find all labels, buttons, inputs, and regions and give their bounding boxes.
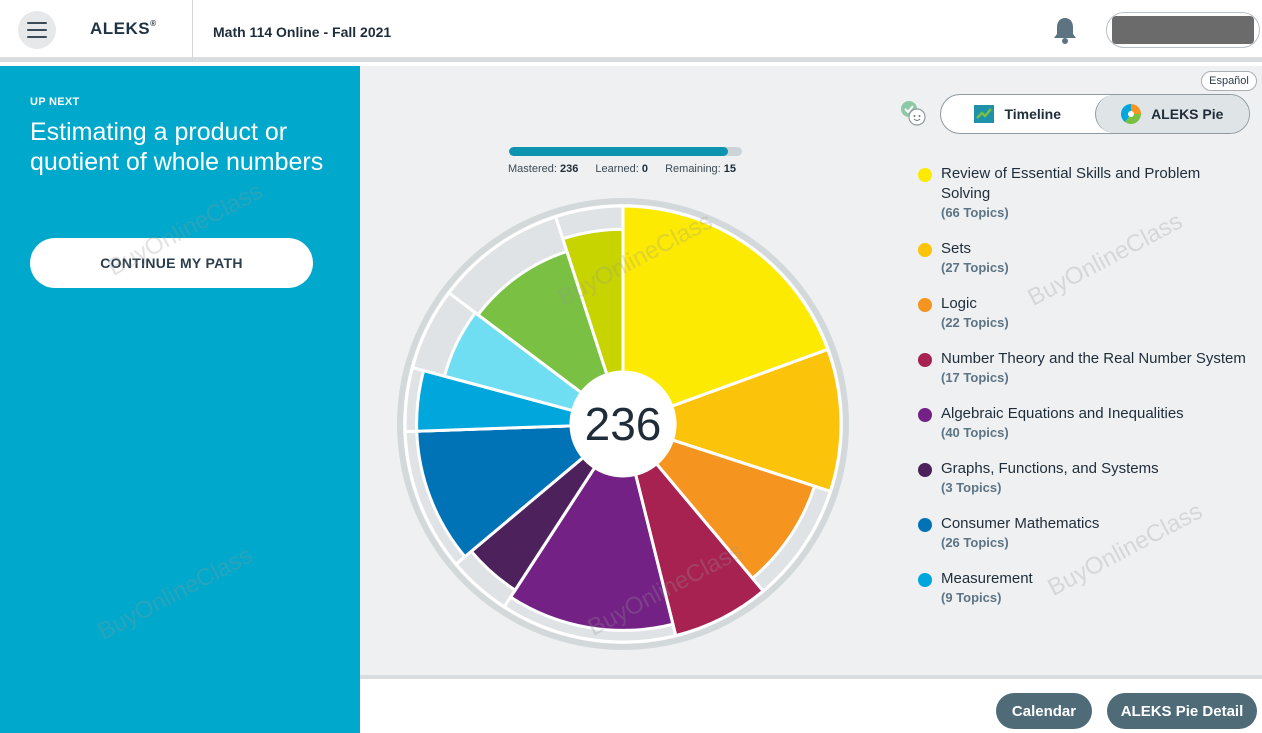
remaining-count: 15 xyxy=(723,163,737,175)
aleks-pie-detail-button[interactable]: ALEKS Pie Detail xyxy=(1107,693,1257,729)
legend-topic-name: Measurement xyxy=(941,570,1033,587)
legend-color-dot xyxy=(918,573,932,587)
up-next-panel: UP NEXT Estimating a product or quotient… xyxy=(0,66,360,733)
learned-count: 0 xyxy=(641,163,649,175)
pie-legend: Review of Essential Skills and Problem S… xyxy=(916,164,1246,674)
pie-center-value: 236 xyxy=(585,398,662,450)
legend-color-dot xyxy=(918,353,932,367)
legend-item[interactable]: Review of Essential Skills and Problem S… xyxy=(916,164,1246,220)
legend-topic-name: Algebraic Equations and Inequalities xyxy=(941,405,1184,422)
header-divider xyxy=(192,0,193,62)
legend-color-dot xyxy=(918,408,932,422)
legend-color-dot xyxy=(918,298,932,312)
mastery-check-icon xyxy=(901,101,926,126)
legend-topic-count: (27 Topics) xyxy=(941,260,1009,275)
aleks-pie-chart: 236 xyxy=(383,184,863,664)
legend-topic-name: Review of Essential Skills and Problem S… xyxy=(941,165,1201,202)
hamburger-menu-icon[interactable] xyxy=(18,11,56,49)
espanol-language-button[interactable]: Español xyxy=(1201,71,1257,91)
course-title: Math 114 Online - Fall 2021 xyxy=(213,24,392,40)
legend-topic-name: Logic xyxy=(941,295,977,312)
remaining-label: Remaining: xyxy=(665,163,721,175)
pie-chart-icon xyxy=(1121,104,1142,124)
legend-topic-count: (17 Topics) xyxy=(941,370,1009,385)
legend-topic-name: Graphs, Functions, and Systems xyxy=(941,460,1159,477)
legend-color-dot xyxy=(918,518,932,532)
aleks-logo[interactable]: ALEKS® xyxy=(90,19,157,38)
legend-item[interactable]: Consumer Mathematics (26 Topics) xyxy=(916,514,1246,550)
pie-center xyxy=(571,372,675,476)
aleks-pie-label: ALEKS Pie xyxy=(1151,106,1224,122)
legend-color-dot xyxy=(918,463,932,477)
redacted-username xyxy=(1112,16,1254,44)
top-bar: ALEKS® Math 114 Online - Fall 2021 xyxy=(0,0,1262,62)
legend-color-dot xyxy=(918,243,932,257)
tab-aleks-pie[interactable]: ALEKS Pie xyxy=(1094,95,1249,133)
legend-color-dot xyxy=(918,168,932,182)
progress-bar xyxy=(509,147,742,156)
legend-topic-name: Number Theory and the Real Number System xyxy=(941,350,1246,367)
legend-topic-name: Sets xyxy=(941,240,972,257)
legend-item[interactable]: Number Theory and the Real Number System… xyxy=(916,349,1246,385)
legend-topic-count: (26 Topics) xyxy=(941,535,1009,550)
legend-item[interactable]: Logic (22 Topics) xyxy=(916,294,1246,330)
pie-slice[interactable] xyxy=(669,347,843,494)
timeline-label: Timeline xyxy=(1004,106,1062,122)
learned-label: Learned: xyxy=(595,163,639,175)
next-topic-title: Estimating a product or quotient of whol… xyxy=(30,118,324,176)
mastered-count: 236 xyxy=(559,163,579,175)
bell-icon[interactable] xyxy=(1052,16,1078,44)
up-next-label: UP NEXT xyxy=(30,96,80,108)
legend-topic-count: (3 Topics) xyxy=(941,480,1002,495)
legend-item[interactable]: Measurement (9 Topics) xyxy=(916,569,1246,605)
progress-bar-fill xyxy=(509,147,729,156)
legend-topic-name: Consumer Mathematics xyxy=(941,515,1100,532)
mastered-label: Mastered: xyxy=(508,163,557,175)
tab-timeline[interactable]: Timeline xyxy=(941,95,1095,133)
view-toggle: Timeline ALEKS Pie xyxy=(940,94,1250,134)
line-chart-icon xyxy=(974,105,995,123)
user-account-button[interactable] xyxy=(1106,12,1260,48)
legend-item[interactable]: Sets (27 Topics) xyxy=(916,239,1246,275)
main-content: Español Mastered: 236 Learned: 0 Remaini… xyxy=(103,66,1262,675)
legend-topic-count: (9 Topics) xyxy=(941,590,1002,605)
calendar-button[interactable]: Calendar xyxy=(996,693,1092,729)
legend-item[interactable]: Algebraic Equations and Inequalities (40 … xyxy=(916,404,1246,440)
continue-my-path-button[interactable]: CONTINUE MY PATH xyxy=(30,238,313,288)
legend-item[interactable]: Graphs, Functions, and Systems (3 Topics) xyxy=(916,459,1246,495)
pie-svg: 236 xyxy=(397,198,849,650)
legend-topic-count: (22 Topics) xyxy=(941,315,1009,330)
progress-stats: Mastered: 236 Learned: 0 Remaining: 15 xyxy=(508,163,736,175)
bottom-bar: Calendar ALEKS Pie Detail xyxy=(360,675,1262,733)
legend-topic-count: (40 Topics) xyxy=(941,425,1009,440)
legend-topic-count: (66 Topics) xyxy=(941,205,1009,220)
